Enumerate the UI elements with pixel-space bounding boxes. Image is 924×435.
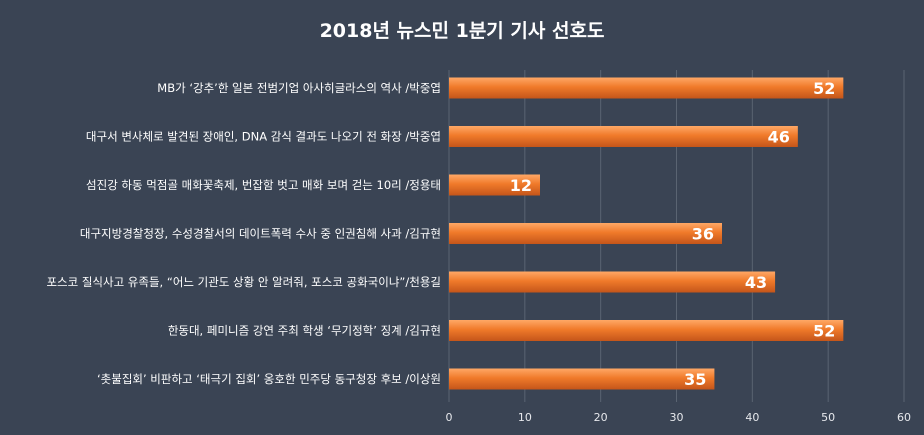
category-label: MB가 ‘강추’한 일본 전범기업 아사히글라스의 역사 /박중엽 xyxy=(157,81,441,95)
data-label: 52 xyxy=(813,322,835,341)
bars: 52 46 12 36 43 52 35 xyxy=(449,77,844,390)
category-label: 섬진강 하동 먹점골 매화꽃축제, 번잡함 벗고 매화 보며 걷는 10리 /정… xyxy=(86,178,441,192)
data-label: 35 xyxy=(684,370,706,389)
category-label: 대구지방경찰청장, 수성경찰서의 데이트폭력 수사 중 인권침해 사과 /김규현 xyxy=(80,227,441,241)
category-label: 한동대, 페미니즘 강연 주최 학생 ‘무기정학’ 징계 /김규현 xyxy=(168,324,441,338)
x-tick-label: 0 xyxy=(446,411,453,424)
bar xyxy=(449,368,715,390)
bar xyxy=(449,126,798,147)
data-label: 12 xyxy=(510,176,532,195)
x-tick-label: 10 xyxy=(518,411,532,424)
category-label: 포스코 질식사고 유족들, “어느 기관도 상황 안 알려줘, 포스코 공화국이… xyxy=(46,275,441,289)
bar xyxy=(449,320,844,341)
chart-title: 2018년 뉴스민 1분기 기사 선호도 xyxy=(320,20,605,42)
bar xyxy=(449,174,540,196)
data-label: 52 xyxy=(813,79,835,98)
data-label: 46 xyxy=(768,128,790,147)
data-label: 43 xyxy=(745,273,767,292)
x-tick-label: 20 xyxy=(594,411,608,424)
x-tick-label: 30 xyxy=(670,411,684,424)
x-tick-label: 60 xyxy=(897,411,911,424)
bar xyxy=(449,77,844,99)
x-tick-label: 50 xyxy=(821,411,835,424)
x-axis-ticks: 0 10 20 30 40 50 60 xyxy=(446,411,912,424)
bar xyxy=(449,223,722,244)
data-label: 36 xyxy=(692,225,714,244)
bar xyxy=(449,271,776,293)
category-label: ‘촛불집회’ 비판하고 ‘태극기 집회’ 옹호한 민주당 동구청장 후보 /이상… xyxy=(97,372,441,386)
category-label: 대구서 변사체로 발견된 장애인, DNA 감식 결과도 나오기 전 화장 /박… xyxy=(86,130,441,144)
x-tick-label: 40 xyxy=(745,411,759,424)
